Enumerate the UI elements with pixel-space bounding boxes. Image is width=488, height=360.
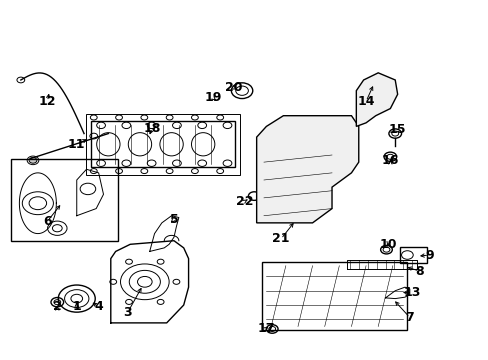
Polygon shape <box>256 116 358 223</box>
Text: 22: 22 <box>235 195 253 208</box>
Text: 15: 15 <box>388 123 406 136</box>
Bar <box>86 114 239 175</box>
Bar <box>91 121 234 167</box>
Text: 8: 8 <box>414 265 423 278</box>
Bar <box>261 262 407 330</box>
Text: 21: 21 <box>272 233 289 246</box>
Text: 7: 7 <box>405 311 413 324</box>
Text: 1: 1 <box>72 300 81 313</box>
Text: 11: 11 <box>68 138 85 151</box>
Text: 19: 19 <box>204 91 221 104</box>
Text: 12: 12 <box>39 95 56 108</box>
Text: 3: 3 <box>123 306 132 319</box>
Text: 2: 2 <box>53 300 61 313</box>
Bar <box>11 158 118 241</box>
Bar <box>399 247 426 263</box>
Text: 18: 18 <box>143 122 161 135</box>
Text: 6: 6 <box>43 215 52 228</box>
Text: 17: 17 <box>257 322 275 335</box>
Circle shape <box>29 157 37 163</box>
Text: 10: 10 <box>378 238 396 251</box>
Text: 13: 13 <box>403 286 420 299</box>
Text: 5: 5 <box>169 213 178 226</box>
Text: 9: 9 <box>424 248 433 261</box>
Text: 16: 16 <box>381 154 398 167</box>
Text: 4: 4 <box>94 300 103 313</box>
Polygon shape <box>356 73 397 126</box>
Text: 20: 20 <box>224 81 242 94</box>
Text: 14: 14 <box>357 95 374 108</box>
